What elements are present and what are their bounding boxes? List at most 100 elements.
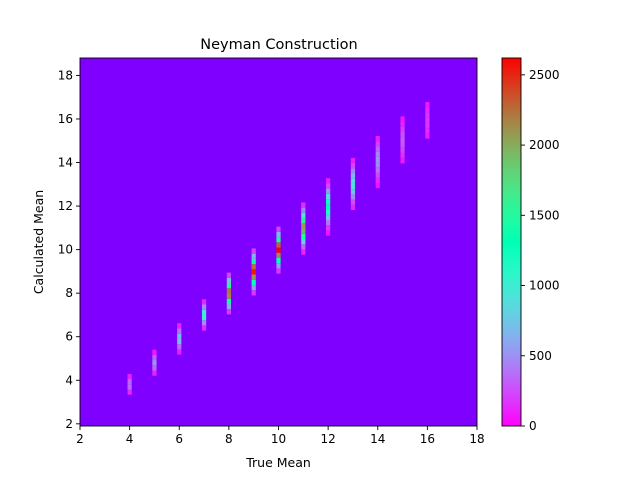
heatmap-cell (326, 199, 331, 205)
heatmap-cell (375, 182, 380, 189)
heatmap-cell (326, 214, 331, 221)
heatmap-cell (152, 365, 157, 371)
heatmap-cell (350, 189, 356, 195)
heatmap-cell (301, 239, 306, 245)
x-tick-label: 8 (225, 432, 233, 446)
heatmap-cell (425, 122, 430, 129)
plot-area (79, 57, 478, 427)
heatmap-cell (350, 199, 356, 205)
heatmap-cell (226, 298, 231, 304)
heatmap-cell (276, 247, 281, 253)
heatmap-cell (326, 193, 331, 200)
heatmap-cell (226, 293, 231, 299)
heatmap-cell (425, 112, 430, 118)
y-tick-label: 12 (58, 199, 73, 213)
heatmap-cell (400, 152, 405, 159)
heatmap-cell (425, 101, 430, 108)
heatmap-cell (400, 126, 405, 133)
x-axis: 2 4 6 8 10 12 14 16 18 True Mean (76, 426, 485, 470)
heatmap-cell (152, 349, 157, 355)
heatmap-cell (326, 183, 331, 189)
x-ticks: 2 4 6 8 10 12 14 16 18 (76, 426, 485, 446)
x-tick-label: 4 (126, 432, 134, 446)
heatmap-cell (375, 167, 380, 173)
heatmap-cell (350, 194, 356, 200)
y-tick-label: 10 (58, 243, 73, 257)
heatmap-cell (127, 379, 132, 385)
heatmap-cell (375, 177, 380, 183)
heatmap-cell (375, 146, 380, 152)
colorbar-tick-label: 2500 (529, 68, 560, 82)
y-tick-label: 14 (58, 156, 73, 170)
heatmap-cell (350, 157, 356, 164)
y-tick-label: 18 (58, 68, 73, 82)
heatmap-cell (127, 373, 132, 380)
heatmap-cell (251, 258, 256, 265)
heatmap-cell (251, 279, 256, 285)
y-tick-label: 16 (58, 112, 73, 126)
colorbar: 0 500 1000 1500 2000 2500 (501, 57, 560, 433)
heatmap-cell (251, 264, 256, 270)
colorbar-frame (501, 57, 522, 427)
heatmap-cell (301, 233, 306, 239)
heatmap-cell (251, 253, 256, 259)
heatmap-cell (201, 299, 207, 305)
colorbar-tick-label: 0 (529, 419, 537, 433)
heatmap-cell (400, 132, 405, 138)
heatmap-cell (177, 349, 182, 355)
heatmap-cell (201, 304, 207, 310)
x-axis-label: True Mean (245, 455, 311, 470)
y-ticks: 2 4 6 8 10 12 14 16 18 (58, 68, 80, 431)
heatmap-cell (326, 178, 331, 184)
heatmap-cell (301, 212, 306, 219)
heatmap-cell (276, 257, 281, 264)
heatmap-cell (226, 277, 231, 284)
heatmap-cell (127, 389, 132, 395)
heatmap-cell (177, 344, 182, 350)
heatmap-cells (127, 101, 430, 395)
heatmap-cell (276, 242, 281, 248)
heatmap-cell (301, 207, 306, 213)
heatmap-cell (425, 107, 430, 113)
y-tick-label: 2 (65, 417, 73, 431)
heatmap-cell (201, 314, 207, 321)
x-tick-label: 10 (271, 432, 286, 446)
heatmap-cell (177, 328, 182, 334)
heatmap-cell (375, 141, 380, 147)
heatmap-cell (251, 290, 256, 296)
heatmap-cell (425, 117, 430, 123)
heatmap-cell (301, 249, 306, 255)
heatmap-cell (350, 183, 356, 190)
heatmap-cell (326, 204, 331, 210)
heatmap-cell (375, 156, 380, 163)
heatmap-cell (201, 325, 207, 331)
heatmap-cell (201, 309, 207, 315)
heatmap-cell (301, 244, 306, 250)
heatmap-cell (301, 218, 306, 224)
x-tick-label: 18 (469, 432, 484, 446)
x-tick-label: 2 (76, 432, 84, 446)
heatmap-cell (201, 320, 207, 326)
heatmap-cell (276, 226, 281, 232)
heatmap-cell (400, 142, 405, 148)
heatmap-cell (326, 220, 331, 226)
heatmap-cell (400, 158, 405, 164)
heatmap-cell (276, 237, 281, 243)
heatmap-cell (400, 121, 405, 127)
heatmap-cell (400, 116, 405, 122)
heatmap-cell (251, 284, 256, 291)
heatmap-cell (301, 228, 306, 234)
heatmap-cell (375, 172, 380, 178)
heatmap-cell (350, 173, 356, 179)
heatmap-cell (425, 133, 430, 139)
heatmap-cell (326, 209, 331, 215)
colorbar-tick-label: 500 (529, 349, 552, 363)
heatmap-cell (375, 151, 380, 157)
heatmap-cell (276, 268, 281, 274)
y-tick-label: 8 (65, 286, 73, 300)
y-axis: 2 4 6 8 10 12 14 16 18 Calculated Mean (31, 68, 80, 431)
heatmap-cell (425, 128, 430, 134)
heatmap-cell (226, 303, 231, 310)
x-tick-label: 12 (320, 432, 335, 446)
